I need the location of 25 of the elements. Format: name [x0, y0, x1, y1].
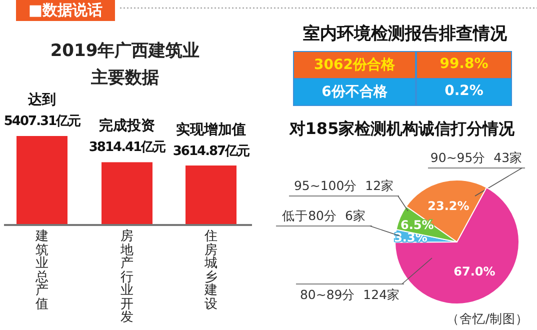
- annotation: 完成投资: [99, 118, 155, 134]
- text: 室内环境检测报告排查情况: [302, 23, 508, 45]
- data-label: 67.0%: [454, 264, 496, 278]
- x-tick-label: 建筑业总产值: [34, 229, 50, 312]
- text: （舍忆/制图）: [445, 311, 530, 328]
- data-label: 3814.41亿元: [88, 139, 167, 156]
- chart-title: 对185家检测机构诚信打分情况: [288, 119, 516, 140]
- text: 99.8%: [440, 56, 488, 72]
- data-label: 6.5%: [400, 218, 434, 232]
- x-tick-label: 住房城乡建设: [204, 229, 218, 312]
- data-label: 5407.31亿元: [2, 113, 82, 130]
- x-tick-label: 房地产行业开发: [120, 229, 134, 325]
- slice-label: 90~95分 43家: [429, 150, 524, 167]
- slice-label: 低于80分 6家: [281, 208, 367, 225]
- data-label: 23.2%: [428, 198, 470, 213]
- annotation: 达到: [27, 91, 57, 109]
- category-label: 6份不合格: [320, 83, 388, 101]
- text: 0.2%: [444, 83, 484, 99]
- chart-title: 2019年广西建筑业主要数据: [49, 40, 201, 90]
- slice-label: 95~100分 12家: [292, 178, 396, 195]
- category-label: 3062份合格: [313, 56, 396, 74]
- text: ■数据说话: [16, 1, 115, 20]
- slice-label: 80~89分 124家: [298, 287, 402, 304]
- annotation: 实现增加值: [176, 122, 246, 138]
- data-label: 3614.87亿元: [172, 142, 251, 160]
